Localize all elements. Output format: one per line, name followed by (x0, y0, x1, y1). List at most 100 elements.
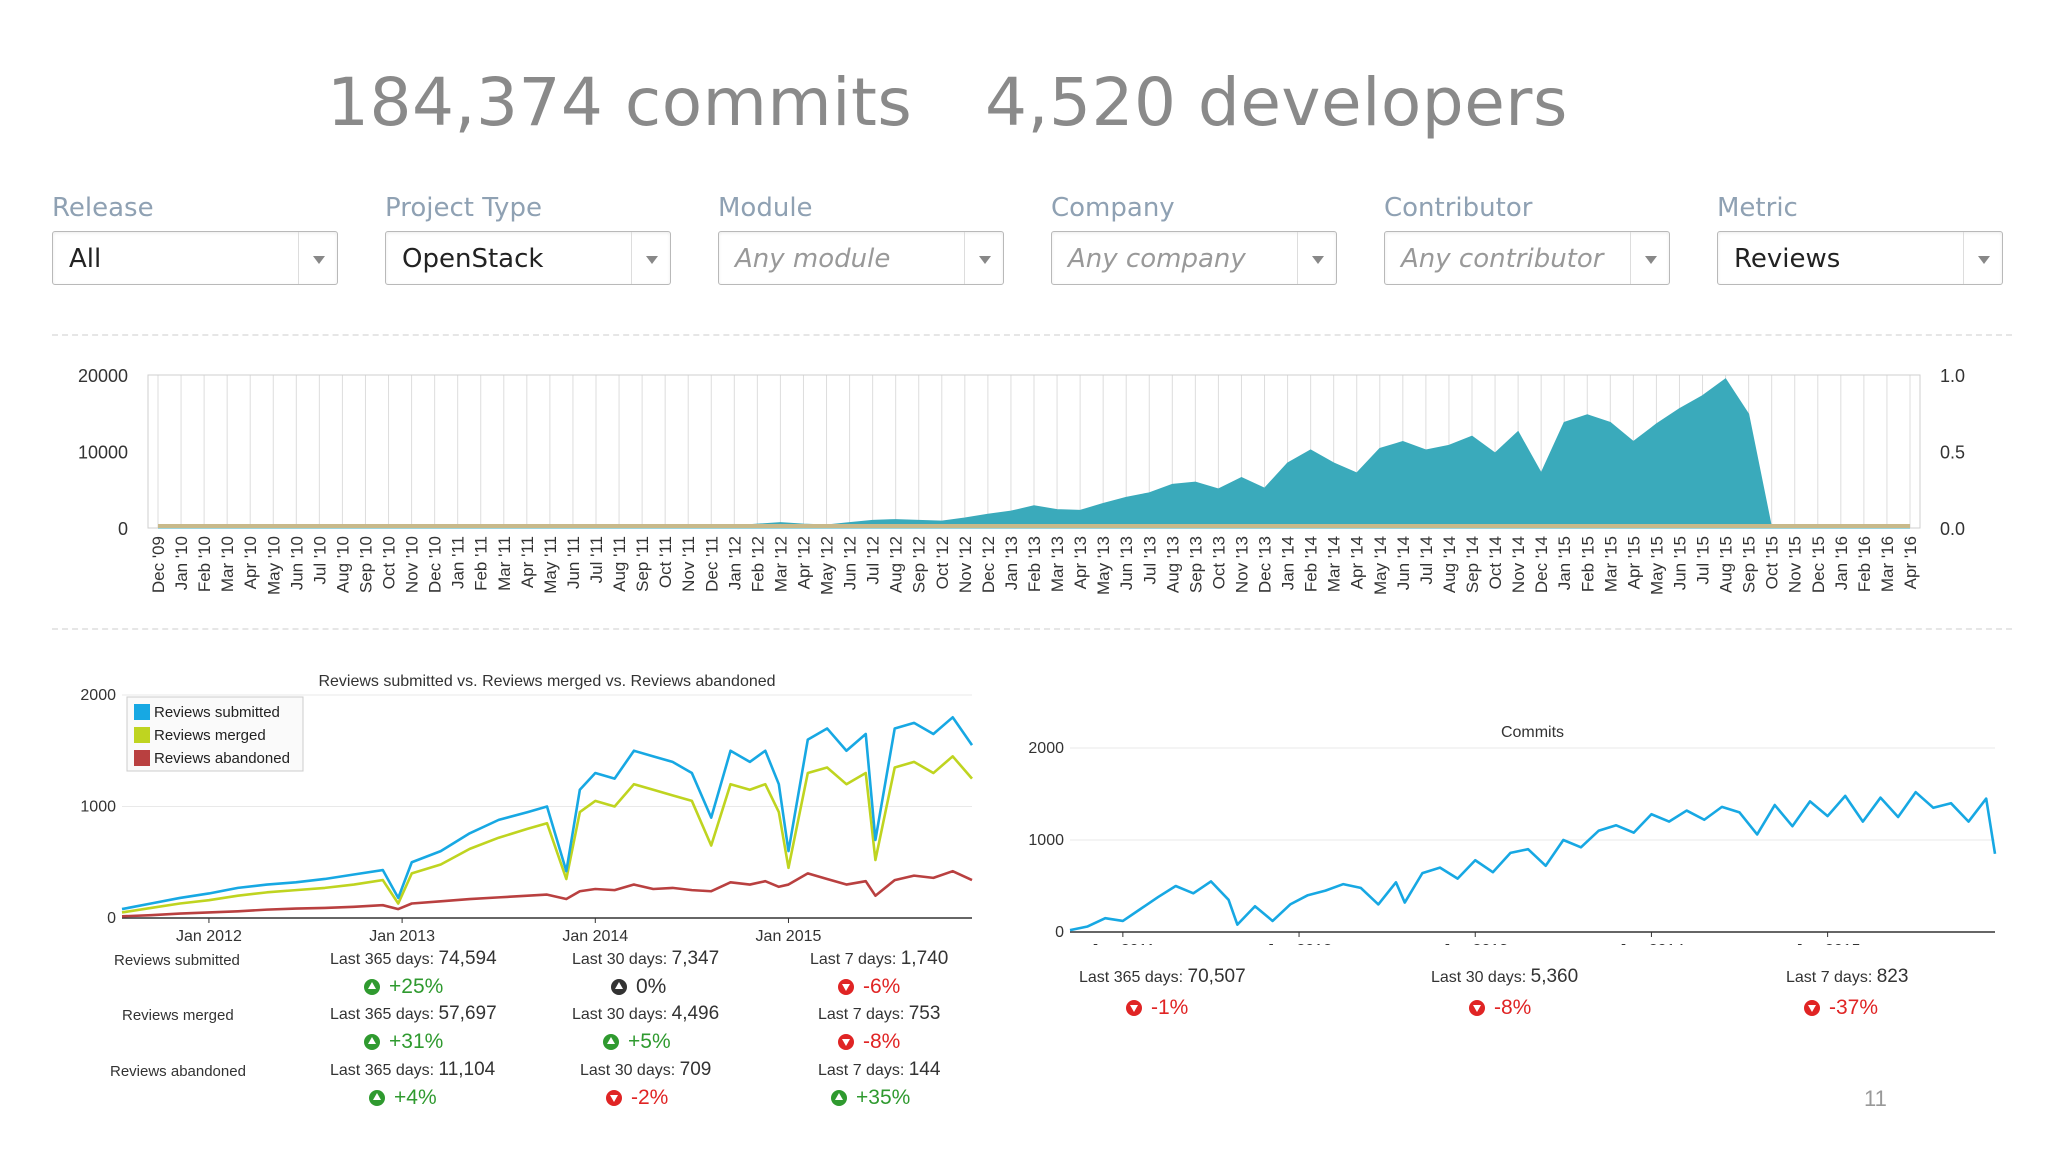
x-tick-label: Oct '11 (656, 536, 675, 588)
stat-caption: Last 30 days: (1431, 969, 1527, 986)
stat-caption: Last 365 days: (330, 1062, 435, 1079)
stat-value: 11,104 (438, 1059, 496, 1080)
change-value: +5% (628, 1030, 671, 1053)
x-tick-label: Jun '15 (1670, 536, 1689, 590)
filter-label: Metric (1717, 193, 1798, 223)
arrow-down-circle-icon (1804, 1000, 1820, 1016)
stat-caption: Last 30 days: (580, 1062, 676, 1079)
x-tick-label: Nov '13 (1232, 536, 1251, 593)
y-tick-label: 20000 (78, 366, 128, 386)
change-value: -1% (1151, 996, 1189, 1019)
x-tick-label: Dec '13 (1256, 536, 1275, 593)
x-tick-label: Feb '16 (1855, 536, 1874, 592)
stat-value: 4,496 (671, 1003, 720, 1024)
stat-30-days: Last 30 days: 7,347 (572, 948, 719, 970)
x-tick-label: Jan '11 (449, 536, 468, 589)
chart-title: Reviews submitted vs. Reviews merged vs.… (318, 673, 775, 690)
arrow-up-circle-icon (364, 979, 380, 995)
x-tick-label: Jun '11 (564, 536, 583, 589)
developers-count-heading: 4,520 developers (985, 64, 1568, 141)
x-tick-label: Mar '13 (1048, 536, 1067, 592)
select-value: Reviews (1734, 244, 1841, 274)
project-type-select[interactable]: OpenStack (385, 231, 671, 285)
arrow-up-circle-icon (369, 1090, 385, 1106)
stat-value: 144 (908, 1059, 941, 1080)
change-value: +31% (389, 1030, 444, 1053)
x-tick-label: Jan '12 (725, 536, 744, 590)
x-tick-label: Mar '10 (218, 536, 237, 592)
page-number: 11 (1864, 1086, 1887, 1111)
module-filter: Module Any module (718, 193, 1004, 285)
change-indicator: -6% (838, 975, 900, 999)
x-tick-label: Jul '12 (864, 536, 883, 585)
company-select[interactable]: Any company (1051, 231, 1337, 285)
filter-label: Contributor (1384, 193, 1533, 223)
x-tick-label: Nov '10 (403, 536, 422, 593)
arrow-down-circle-icon (1126, 1000, 1142, 1016)
x-tick-label: Feb '13 (1025, 536, 1044, 592)
y-tick-label: 10000 (78, 443, 128, 463)
x-tick-label: May '10 (264, 536, 283, 595)
x-tick-label: Feb '15 (1578, 536, 1597, 592)
reviews-comparison-chart: 2000 1000 0 Jan 2012 Jan 2013 Jan 2014 Jan 201… (80, 673, 974, 945)
change-indicator: +5% (603, 1030, 671, 1054)
company-filter: Company Any company (1051, 193, 1337, 285)
contributor-select[interactable]: Any contributor (1384, 231, 1670, 285)
y2-tick-label: 0.5 (1940, 443, 1965, 463)
stat-value: 823 (1876, 966, 1909, 987)
x-tick-label: Sep '10 (356, 536, 375, 593)
x-tick-label: Aug '13 (1163, 536, 1182, 593)
x-tick-label: Jul '11 (587, 536, 606, 583)
x-tick-label: Jan 2011 (1091, 942, 1156, 945)
legend-swatch (134, 704, 150, 720)
change-indicator: -1% (1126, 996, 1188, 1020)
x-tick-label: Sep '15 (1740, 536, 1759, 593)
chevron-down-icon[interactable] (631, 232, 670, 284)
divider (52, 334, 2012, 336)
filter-label: Project Type (385, 193, 542, 223)
x-tick-label: May '12 (818, 536, 837, 595)
chevron-down-icon[interactable] (1963, 232, 2002, 284)
y-tick-label: 2000 (1028, 740, 1064, 757)
x-tick-label: May '15 (1647, 536, 1666, 595)
x-tick-label: Jan 2014 (1619, 942, 1685, 945)
change-value: +25% (389, 975, 444, 998)
x-tick-label: Jan 2013 (1442, 942, 1508, 945)
x-tick-label: Jan '14 (1279, 536, 1298, 590)
metric-filter: Metric Reviews (1717, 193, 2003, 285)
change-indicator: -8% (838, 1030, 900, 1054)
x-tick-label: Jan 2013 (369, 928, 435, 945)
x-tick-label: Jan 2015 (1795, 942, 1861, 945)
x-tick-label: Mar '16 (1878, 536, 1897, 592)
change-value: +35% (856, 1086, 911, 1109)
x-tick-label: Jan 2015 (756, 928, 822, 945)
legend-label: Reviews submitted (154, 704, 280, 721)
metric-select[interactable]: Reviews (1717, 231, 2003, 285)
x-tick-label: Jul '13 (1140, 536, 1159, 585)
stat-caption: Last 365 days: (330, 951, 435, 968)
x-tick-label: Jun '10 (287, 536, 306, 590)
project-type-filter: Project Type OpenStack (385, 193, 671, 285)
stats-row-label: Reviews merged (122, 1007, 234, 1024)
arrow-up-circle-icon (603, 1034, 619, 1050)
x-tick-label: Jan 2012 (176, 928, 242, 945)
chevron-down-icon[interactable] (1630, 232, 1669, 284)
x-tick-label: Oct '10 (380, 536, 399, 589)
x-tick-label: Dec '15 (1809, 536, 1828, 593)
legend-swatch (134, 727, 150, 743)
chevron-down-icon[interactable] (1297, 232, 1336, 284)
x-tick-label: Jun '14 (1394, 536, 1413, 590)
chevron-down-icon[interactable] (964, 232, 1003, 284)
filter-label: Release (52, 193, 154, 223)
release-select[interactable]: All (52, 231, 338, 285)
stat-caption: Last 7 days: (818, 1006, 905, 1023)
change-value: -8% (863, 1030, 901, 1053)
stat-value: 7,347 (671, 948, 720, 969)
x-tick-label: Dec '09 (149, 536, 168, 593)
x-tick-label: Sep '13 (1186, 536, 1205, 593)
module-select[interactable]: Any module (718, 231, 1004, 285)
chevron-down-icon[interactable] (298, 232, 337, 284)
stat-365-days: Last 365 days: 70,507 (1079, 966, 1246, 988)
series-line (121, 869, 973, 918)
